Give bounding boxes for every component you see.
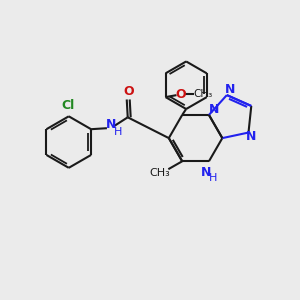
Text: N: N [106, 118, 116, 131]
Text: CH₃: CH₃ [149, 168, 170, 178]
Text: O: O [175, 88, 186, 100]
Text: O: O [123, 85, 134, 98]
Text: Cl: Cl [61, 99, 74, 112]
Text: CH₃: CH₃ [194, 89, 213, 99]
Text: N: N [209, 103, 219, 116]
Text: N: N [225, 82, 235, 96]
Text: H: H [209, 173, 217, 183]
Text: N: N [201, 166, 211, 179]
Text: N: N [246, 130, 256, 143]
Text: H: H [114, 127, 122, 137]
